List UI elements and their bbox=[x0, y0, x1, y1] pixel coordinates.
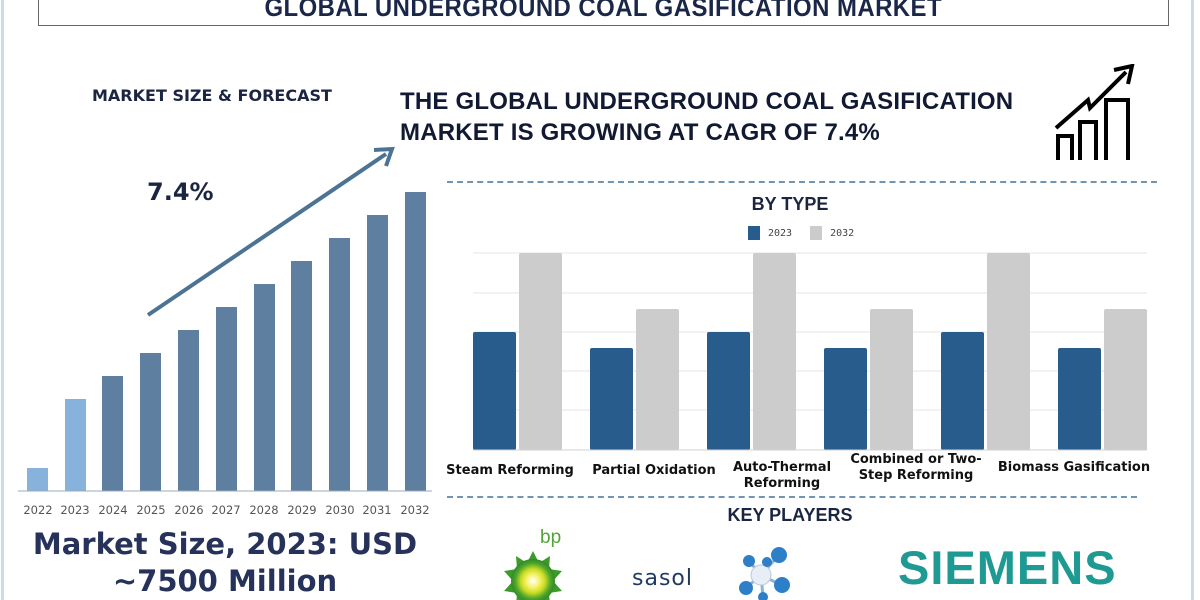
cagr-label: 7.4% bbox=[147, 178, 214, 206]
category-label-steam-reforming: Steam Reforming bbox=[446, 463, 574, 478]
title-banner: GLOBAL UNDERGROUND COAL GASIFICATION MAR… bbox=[38, 0, 1169, 26]
market-size-footer: Market Size, 2023: USD ~7500 Million bbox=[32, 527, 418, 598]
forecast-bars bbox=[27, 192, 426, 491]
growth-chart-icon bbox=[1054, 64, 1135, 160]
by-type-legend: 2023 2032 bbox=[748, 226, 854, 240]
legend-swatch-2023 bbox=[748, 226, 760, 240]
frame-border-left bbox=[1, 0, 4, 600]
key-players-heading: KEY PLAYERS bbox=[727, 505, 853, 525]
svg-text:2027: 2027 bbox=[211, 503, 240, 517]
svg-text:2031: 2031 bbox=[362, 503, 391, 517]
headline-text: THE GLOBAL UNDERGROUND COAL GASIFICATION… bbox=[400, 88, 1014, 146]
svg-text:2024: 2024 bbox=[98, 503, 127, 517]
svg-text:2030: 2030 bbox=[325, 503, 354, 517]
category-label-combined-two-step: Combined or Two-Step Reforming bbox=[850, 452, 982, 483]
frame-border-right bbox=[1191, 0, 1194, 600]
sasol-logo-text: sasol bbox=[632, 566, 693, 591]
by-type-chart bbox=[440, 240, 1160, 500]
sasol-molecule-logo-icon bbox=[739, 547, 790, 600]
svg-text:2029: 2029 bbox=[287, 503, 316, 517]
svg-text:2025: 2025 bbox=[136, 503, 165, 517]
svg-text:2022: 2022 bbox=[23, 503, 52, 517]
category-label-biomass-gasification: Biomass Gasification bbox=[997, 460, 1151, 475]
divider-bottom bbox=[447, 496, 1137, 498]
category-label-auto-thermal-reforming: Auto-Thermal Reforming bbox=[732, 460, 832, 491]
bp-logo-text: bp bbox=[540, 527, 562, 548]
siemens-logo-text: SIEMENS bbox=[898, 541, 1117, 594]
category-label-partial-oxidation: Partial Oxidation bbox=[592, 463, 716, 478]
svg-text:2032: 2032 bbox=[400, 503, 429, 517]
page-title: GLOBAL UNDERGROUND COAL GASIFICATION MAR… bbox=[264, 0, 943, 22]
svg-text:2023: 2023 bbox=[60, 503, 89, 517]
by-type-bars bbox=[473, 253, 1147, 450]
legend-swatch-2032 bbox=[810, 226, 823, 240]
legend-item-2023: 2023 bbox=[748, 226, 792, 240]
by-type-heading: BY TYPE bbox=[751, 194, 829, 214]
divider-top bbox=[447, 181, 1157, 183]
market-size-heading: MARKET SIZE & FORECAST bbox=[92, 86, 332, 105]
svg-text:2026: 2026 bbox=[174, 503, 203, 517]
market-forecast-chart: 2022 2023 2024 2025 2026 2027 2028 2029 … bbox=[18, 180, 438, 520]
legend-item-2032: 2032 bbox=[810, 226, 854, 240]
svg-text:2028: 2028 bbox=[249, 503, 278, 517]
bp-helios-logo-icon bbox=[504, 551, 562, 600]
